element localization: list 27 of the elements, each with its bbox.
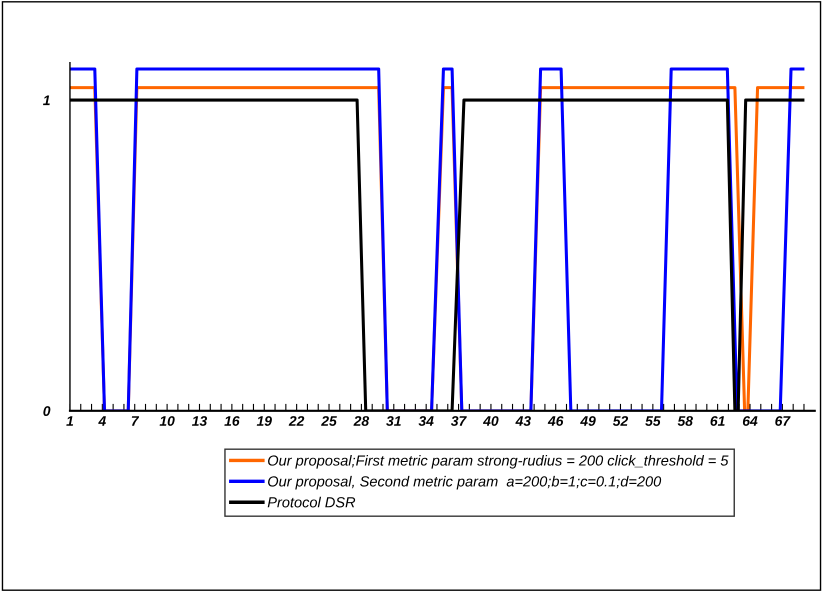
x-tick-label: 1 (66, 416, 74, 426)
x-tick-label: 55 (645, 416, 661, 426)
x-tick-label: 13 (192, 416, 208, 426)
legend-label: Our proposal, Second metric param a=200;b=1;c=0.1;d=200 (268, 476, 662, 490)
x-tick-label: 64 (742, 416, 758, 426)
x-tick-label: 25 (321, 416, 337, 426)
x-tick-label: 52 (612, 416, 628, 426)
x-tick-label: 16 (224, 416, 240, 426)
x-tick-label: 61 (710, 416, 725, 426)
x-tick-label: 22 (288, 416, 304, 426)
x-tick-label: 40 (482, 416, 499, 426)
x-tick-label: 10 (160, 416, 175, 426)
legend-label: Protocol DSR (268, 496, 356, 508)
x-tick-label: 43 (515, 416, 531, 426)
legend-label: Our proposal;First metric param strong-rudius = 200 click_threshold = 5 (268, 454, 728, 469)
y-tick-label: 0 (43, 406, 50, 416)
x-tick-label: 37 (450, 416, 467, 426)
x-tick-label: 46 (548, 416, 564, 426)
x-tick-label: 67 (775, 416, 791, 426)
x-tick-label: 7 (132, 416, 140, 426)
x-tick-label: 49 (580, 416, 596, 426)
x-tick-label: 28 (353, 416, 370, 426)
x-tick-label: 58 (678, 416, 693, 426)
x-tick-label: 31 (386, 416, 401, 426)
x-tick-label: 19 (256, 416, 272, 426)
x-tick-label: 4 (98, 416, 106, 426)
x-tick-label: 34 (418, 416, 434, 426)
